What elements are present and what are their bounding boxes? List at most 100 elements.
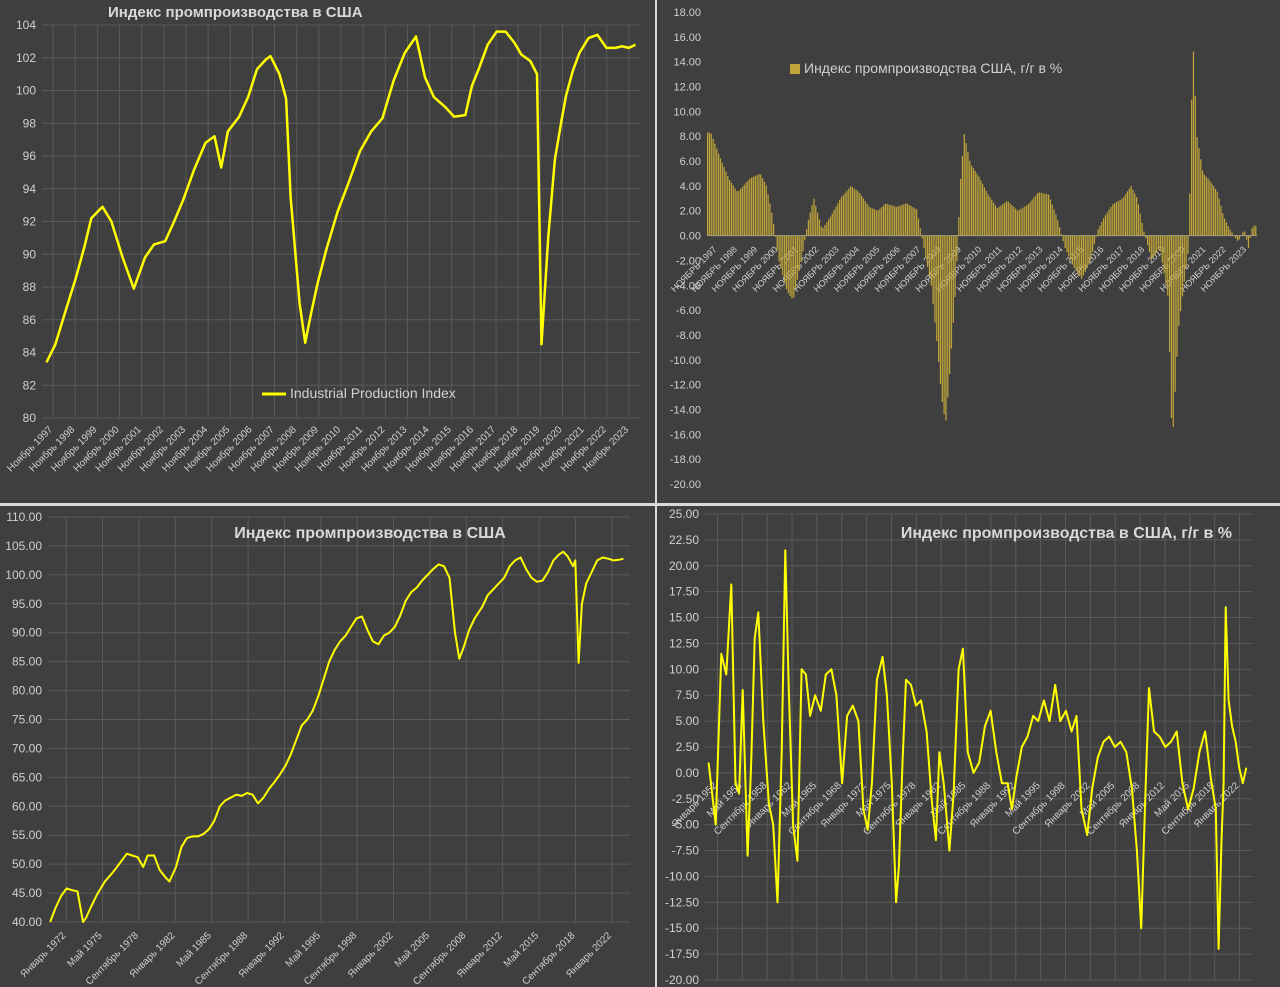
bar	[806, 229, 808, 236]
bar	[1070, 235, 1072, 261]
bar	[945, 235, 947, 421]
bar	[1198, 148, 1200, 236]
bar	[1092, 235, 1094, 252]
bar	[906, 203, 909, 236]
bar	[1172, 235, 1174, 427]
bar	[1126, 191, 1129, 236]
bar	[1055, 214, 1057, 236]
y-tick-label: 84	[23, 346, 37, 360]
bar	[1038, 192, 1041, 236]
series-line	[707, 549, 1248, 950]
bar	[903, 204, 905, 236]
bar	[763, 181, 766, 236]
y-tick-label: 2.50	[676, 740, 700, 754]
bar	[886, 203, 888, 236]
panel-divider-horizontal	[0, 503, 1280, 506]
bar	[752, 176, 755, 236]
bar	[1213, 186, 1215, 236]
bar	[949, 235, 951, 375]
bar	[881, 207, 883, 236]
bar	[846, 190, 848, 236]
bar	[1029, 201, 1031, 236]
bar	[967, 151, 969, 236]
bar	[1139, 213, 1141, 236]
y-tick-label: 80	[23, 411, 37, 425]
bar	[1046, 194, 1048, 236]
bar	[965, 143, 967, 236]
bar	[782, 235, 784, 276]
bar	[850, 186, 852, 236]
bar	[1148, 235, 1151, 253]
bar	[1128, 188, 1130, 236]
bar	[785, 235, 788, 290]
bar	[1130, 186, 1132, 236]
y-tick-label: -16.00	[670, 429, 701, 441]
bar	[993, 202, 995, 236]
bar	[708, 132, 711, 236]
bar	[972, 168, 975, 236]
y-tick-label: -17.50	[665, 947, 699, 961]
bar	[912, 207, 914, 236]
bar	[762, 178, 764, 236]
y-tick-label: 22.50	[669, 533, 699, 547]
bar	[1004, 202, 1006, 236]
bar	[1202, 170, 1204, 236]
bar	[1101, 221, 1103, 236]
bar	[1227, 226, 1229, 236]
y-tick-label: -2.00	[676, 255, 701, 267]
bar	[1178, 235, 1180, 326]
bar	[740, 188, 742, 236]
bar	[1112, 204, 1114, 236]
y-tick-label: -20.00	[670, 479, 701, 491]
y-tick-label: 0.00	[680, 231, 701, 243]
y-tick-label: 12.00	[673, 82, 701, 94]
bar	[1154, 235, 1156, 256]
bar	[1059, 227, 1061, 236]
bar	[776, 235, 778, 250]
bar	[969, 160, 971, 236]
bar	[1218, 198, 1220, 236]
bar	[826, 222, 828, 236]
bar	[743, 184, 745, 236]
y-tick-label: 4.00	[680, 181, 701, 193]
bar	[1057, 220, 1059, 236]
bar	[1099, 225, 1101, 236]
bar	[921, 235, 923, 239]
bar	[1147, 235, 1149, 246]
bar	[923, 235, 925, 249]
bar	[714, 143, 716, 236]
bar	[1159, 235, 1162, 252]
bar	[1104, 215, 1107, 236]
y-tick-label: 10.00	[673, 106, 701, 118]
bar	[1207, 178, 1209, 236]
y-tick-label: -20.00	[665, 973, 699, 987]
y-tick-label: 65.00	[12, 770, 42, 784]
bar	[807, 219, 810, 236]
chart-panel-yoy-bars: -20.00 -18.00 -16.00 -14.00 -12.00 -10.00 -8.0…	[657, 0, 1280, 503]
bar	[1183, 235, 1185, 282]
bar	[1002, 204, 1004, 236]
bar	[1016, 210, 1019, 236]
bar	[868, 206, 870, 236]
bar	[853, 188, 855, 236]
bar	[941, 235, 943, 403]
bar	[1000, 205, 1002, 236]
bar	[822, 227, 824, 236]
bar	[835, 206, 837, 236]
bar	[725, 171, 727, 236]
y-tick-label: 14.00	[673, 57, 701, 69]
bar	[773, 223, 775, 236]
bar	[1209, 180, 1211, 236]
bar	[771, 212, 773, 236]
bar	[875, 210, 877, 236]
bar	[916, 209, 918, 236]
bar	[1181, 235, 1184, 297]
bar	[798, 235, 800, 271]
bar	[1024, 206, 1026, 236]
y-tick-label: 102	[16, 51, 36, 65]
y-tick-label: 10.00	[669, 662, 699, 676]
bar	[1042, 193, 1044, 236]
bar	[960, 178, 962, 236]
bar	[879, 208, 881, 236]
bar	[919, 228, 921, 236]
